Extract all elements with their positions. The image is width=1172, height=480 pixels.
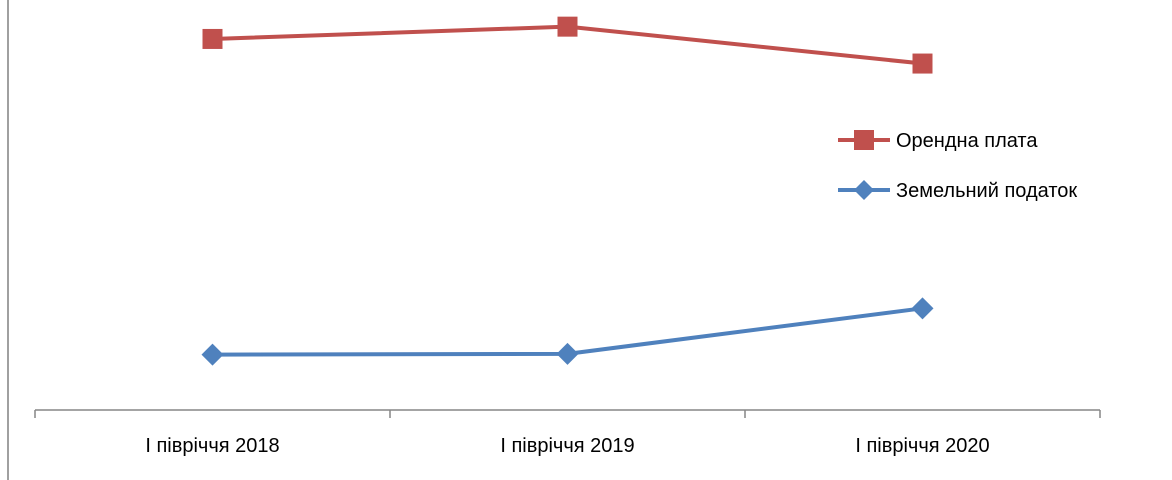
- data-point-marker: [912, 53, 933, 74]
- data-point-marker: [557, 16, 578, 37]
- x-axis-tick-labels: І півріччя 2018 І півріччя 2019 І півріччя…: [145, 435, 989, 457]
- series-rent: [202, 16, 933, 74]
- legend-label-rent: Орендна плата: [896, 130, 1038, 152]
- x-tick-label: І півріччя 2018: [145, 435, 279, 457]
- x-axis-ticks: [34, 410, 1101, 418]
- x-tick-label: І півріччя 2020: [855, 435, 989, 457]
- legend-entry-rent: Орендна плата: [838, 130, 1038, 152]
- legend: Орендна плата Земельний податок: [838, 130, 1077, 202]
- data-point-marker: [911, 297, 934, 320]
- legend-marker-diamond: [854, 180, 874, 200]
- series-land-tax: [201, 297, 934, 366]
- x-tick-label: І півріччя 2019: [500, 435, 634, 457]
- legend-marker-square: [854, 130, 874, 150]
- data-point-marker: [556, 342, 579, 365]
- legend-entry-land-tax: Земельний податок: [838, 180, 1077, 202]
- data-point-marker: [201, 343, 224, 366]
- series-layer: [201, 16, 934, 366]
- data-point-marker: [202, 28, 223, 49]
- legend-label-land-tax: Земельний податок: [896, 180, 1077, 202]
